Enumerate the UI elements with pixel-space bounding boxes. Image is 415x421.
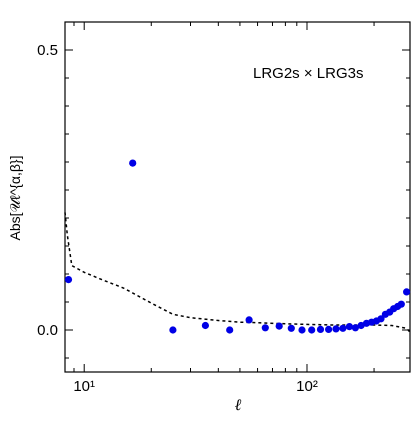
data-point <box>129 159 137 167</box>
data-point <box>201 321 209 330</box>
x-axis-label: ℓ <box>235 397 242 414</box>
data-point <box>339 324 347 332</box>
y-tick-label: 0.0 <box>37 322 58 339</box>
x-tick-label: 10² <box>296 378 318 395</box>
threshold-dashed-line <box>64 212 411 333</box>
data-point <box>261 324 269 332</box>
data-point <box>403 288 411 296</box>
y-axis-label: Abs[𝒰ℓ^{α,β}] <box>7 156 23 241</box>
data-point <box>325 325 333 333</box>
data-point <box>298 326 306 334</box>
data-point <box>377 315 385 323</box>
data-point <box>357 321 365 330</box>
data-point <box>316 325 325 333</box>
y-tick-label: 0.5 <box>37 42 58 59</box>
data-point <box>169 326 177 334</box>
data-point <box>332 325 340 333</box>
data-point <box>226 326 234 334</box>
data-point <box>287 324 295 332</box>
chart-annotation: LRG2s × LRG3s <box>253 65 363 82</box>
x-tick-label: 10¹ <box>73 378 95 395</box>
data-point <box>345 323 353 331</box>
data-point <box>308 326 316 334</box>
plot-frame <box>64 21 411 373</box>
data-point <box>351 324 359 332</box>
data-point <box>397 300 405 308</box>
data-point <box>245 316 253 324</box>
data-point <box>275 322 283 330</box>
data-point <box>64 276 73 284</box>
